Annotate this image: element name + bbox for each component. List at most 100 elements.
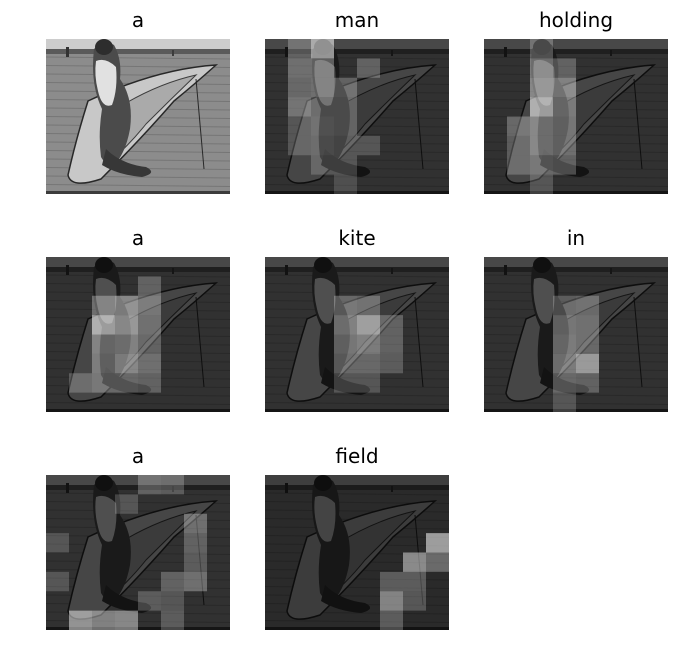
attention-block <box>92 315 115 335</box>
sky-strip <box>484 257 668 267</box>
attention-block <box>311 58 334 78</box>
attention-block <box>576 373 599 393</box>
attention-block <box>115 373 138 393</box>
distant-person <box>66 47 69 57</box>
attention-image <box>265 475 449 630</box>
attention-image <box>265 257 449 412</box>
attention-block <box>380 315 403 335</box>
attention-block <box>576 353 599 374</box>
grass-texture <box>46 402 230 405</box>
attention-block <box>161 475 184 495</box>
person-shirt <box>314 277 336 324</box>
attention-block <box>403 552 426 572</box>
distant-person <box>610 50 612 56</box>
attention-block <box>161 571 184 592</box>
attention-block <box>334 174 357 194</box>
attention-block <box>334 135 357 156</box>
grass-texture <box>265 274 449 278</box>
attention-block <box>576 315 599 335</box>
kite-spar <box>414 78 424 170</box>
attention-block <box>507 116 530 136</box>
attention-block <box>553 392 576 412</box>
person-shirt <box>533 59 555 106</box>
attention-block <box>288 116 311 136</box>
person-shadow <box>540 149 590 177</box>
attention-block <box>576 334 599 354</box>
attention-block <box>530 155 553 175</box>
grass-texture <box>265 620 449 623</box>
kite-spar <box>633 78 643 170</box>
attention-block <box>530 58 553 78</box>
panel-word: field <box>335 444 379 468</box>
attention-block <box>357 373 380 393</box>
attention-block <box>161 610 184 630</box>
attention-block <box>380 353 403 374</box>
panel-word: man <box>334 8 380 32</box>
attention-block <box>288 135 311 156</box>
bottom-edge <box>46 627 230 630</box>
attention-block <box>334 334 357 354</box>
scene-svg <box>46 475 230 630</box>
scene-svg <box>46 39 230 194</box>
attention-block <box>311 116 334 136</box>
attention-block <box>138 315 161 335</box>
attention-block <box>530 116 553 136</box>
attention-block <box>380 591 403 611</box>
grass-texture <box>484 184 668 187</box>
horizon <box>484 267 668 272</box>
attention-image <box>46 257 230 412</box>
distant-person <box>285 47 288 57</box>
grass-texture <box>46 274 230 278</box>
attention-block <box>553 77 576 98</box>
attention-block <box>115 334 138 354</box>
attention-block <box>138 276 161 296</box>
attention-block <box>161 591 184 611</box>
attention-block <box>357 58 380 78</box>
attention-block <box>46 533 69 553</box>
attention-block <box>530 135 553 156</box>
grass-texture <box>46 56 230 60</box>
person-shadow <box>321 367 371 395</box>
scene-svg <box>265 475 449 630</box>
person-shirt <box>314 59 336 106</box>
distant-person <box>172 486 174 492</box>
attention-block <box>553 97 576 117</box>
kite-spar <box>633 296 643 388</box>
person-shirt <box>533 277 555 324</box>
distant-person <box>66 483 69 493</box>
horizon <box>265 485 449 490</box>
person-shadow <box>321 149 371 177</box>
panel-word: a <box>131 444 145 468</box>
attention-block <box>334 315 357 335</box>
person-head <box>95 257 113 273</box>
grass-texture <box>265 492 449 496</box>
scene-svg <box>265 39 449 194</box>
panel-word: a <box>131 8 145 32</box>
kite-spar <box>414 296 424 388</box>
attention-block <box>357 353 380 374</box>
person-shirt <box>95 495 117 542</box>
attention-block <box>576 295 599 316</box>
attention-block <box>69 373 92 393</box>
attention-block <box>184 513 207 534</box>
distant-person <box>610 268 612 274</box>
attention-block <box>334 353 357 374</box>
attention-image <box>484 257 668 412</box>
attention-image <box>265 39 449 194</box>
person-head <box>533 257 551 273</box>
attention-block <box>334 97 357 117</box>
grass-texture <box>46 620 230 623</box>
bottom-edge <box>46 409 230 412</box>
bottom-edge <box>484 191 668 194</box>
attention-block <box>69 610 92 630</box>
attention-block <box>380 571 403 592</box>
distant-person <box>391 268 393 274</box>
attention-block <box>553 135 576 156</box>
attention-block <box>138 353 161 374</box>
attention-block <box>553 353 576 374</box>
attention-block <box>288 77 311 98</box>
attention-block <box>334 295 357 316</box>
attention-block <box>553 58 576 78</box>
scene-svg <box>484 257 668 412</box>
sky-strip <box>46 475 230 485</box>
